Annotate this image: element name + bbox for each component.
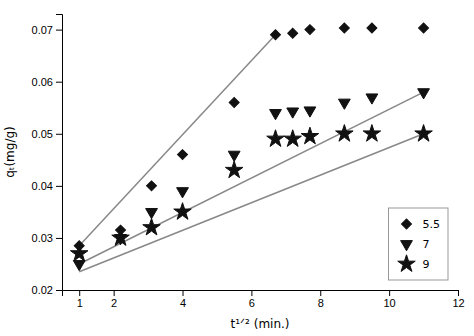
point	[305, 25, 315, 35]
fit-line	[79, 35, 275, 246]
series-points	[70, 125, 432, 261]
point	[270, 30, 280, 40]
x-axis-title: t¹ᐟ² (min.)	[230, 317, 289, 331]
tick: 10	[384, 290, 396, 309]
tick-label: 0.06	[32, 76, 53, 88]
tick-mark	[56, 290, 62, 291]
tick-mark	[56, 82, 62, 83]
tick: 4	[180, 290, 186, 309]
tick: 0.04	[32, 180, 62, 192]
tick: 6	[249, 290, 255, 309]
point	[363, 125, 380, 142]
point	[366, 94, 378, 104]
tick-label: 0.03	[32, 232, 53, 244]
legend-label: 5.5	[423, 218, 441, 231]
fit-line	[79, 92, 423, 264]
tick-label: 12	[452, 297, 464, 309]
point	[415, 125, 432, 142]
series-points	[73, 89, 429, 271]
tick-label: 1	[77, 297, 83, 309]
tick-label: 4	[180, 297, 186, 309]
tick: 0.06	[32, 76, 62, 88]
point	[178, 150, 188, 160]
point	[177, 188, 189, 198]
point	[336, 125, 353, 142]
tick-label: 0.05	[32, 128, 53, 140]
point	[301, 127, 318, 144]
point	[339, 23, 349, 33]
plot-area	[70, 23, 432, 272]
tick: 8	[318, 290, 324, 309]
point	[419, 23, 429, 33]
x-axis: 124681012	[63, 290, 465, 309]
legend-marker	[398, 255, 415, 272]
legend-label: 9	[423, 258, 430, 271]
tick-mark	[458, 290, 459, 296]
legend-marker	[402, 219, 412, 229]
tick: 12	[452, 290, 464, 309]
tick-mark	[79, 290, 80, 296]
tick-mark	[320, 290, 321, 296]
tick-label: 6	[249, 297, 255, 309]
point	[338, 99, 350, 109]
legend-frame	[389, 208, 449, 280]
tick-mark	[56, 238, 62, 239]
axis-line	[56, 15, 63, 291]
point	[284, 130, 301, 147]
point	[70, 244, 87, 261]
tick-mark	[56, 30, 62, 31]
point	[418, 89, 430, 99]
point	[147, 181, 157, 191]
tick-label: 0.02	[32, 284, 53, 296]
tick-mark	[56, 134, 62, 135]
tick-label: 8	[318, 297, 324, 309]
axis-line	[63, 291, 459, 297]
legend-marker	[401, 241, 413, 251]
point	[267, 130, 284, 147]
point	[304, 107, 316, 117]
tick-label: 10	[384, 297, 396, 309]
point	[229, 98, 239, 108]
tick-label: 0.04	[32, 180, 53, 192]
tick: 0.03	[32, 232, 62, 244]
tick-mark	[251, 290, 252, 296]
fit-line	[79, 134, 423, 272]
tick-mark	[389, 290, 390, 296]
tick: 1	[77, 290, 83, 309]
tick-mark	[183, 290, 184, 296]
legend: 5.5 7 9	[389, 208, 449, 280]
tick-label: 0.07	[32, 24, 53, 36]
point	[225, 161, 242, 178]
tick-mark	[114, 290, 115, 296]
tick-mark	[56, 186, 62, 187]
point	[270, 110, 282, 120]
chart: 1246810120.020.030.040.050.060.07t¹ᐟ² (m…	[0, 0, 474, 336]
point	[287, 108, 299, 118]
y-axis: 0.02 0.03 0.04 0.05 0.06 0.07	[32, 15, 63, 297]
point	[112, 229, 129, 246]
series-points	[74, 23, 428, 251]
y-axis-title: qₜ(mg/g)	[3, 126, 17, 178]
tick: 2	[111, 290, 117, 309]
tick: 0.05	[32, 128, 62, 140]
legend-label: 7	[423, 238, 430, 251]
point	[174, 203, 191, 220]
tick: 0.02	[32, 284, 62, 296]
point	[288, 28, 298, 38]
tick-label: 2	[111, 297, 117, 309]
tick: 0.07	[32, 24, 62, 36]
point	[367, 23, 377, 33]
point	[73, 261, 85, 271]
point	[143, 218, 160, 235]
